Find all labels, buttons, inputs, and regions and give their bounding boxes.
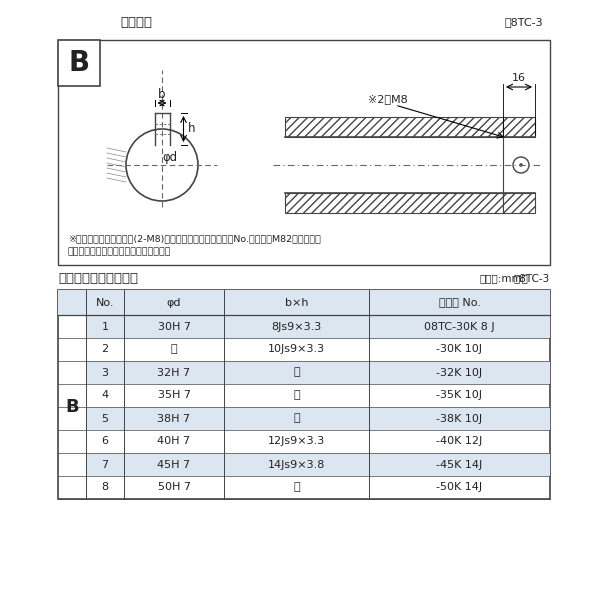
Text: -50K 14J: -50K 14J <box>436 482 482 493</box>
Text: 〃: 〃 <box>293 482 300 493</box>
Circle shape <box>519 163 523 167</box>
Bar <box>285 193 503 213</box>
Text: φd: φd <box>163 151 178 163</box>
Text: （単位:mm）: （単位:mm） <box>480 273 529 283</box>
Text: b×h: b×h <box>285 298 308 307</box>
Text: B: B <box>65 398 79 416</box>
Text: 45H 7: 45H 7 <box>157 460 191 469</box>
Text: 〃: 〃 <box>293 413 300 424</box>
Text: B: B <box>68 49 89 77</box>
Bar <box>86 407 550 430</box>
Bar <box>58 40 100 86</box>
Text: 〃: 〃 <box>170 344 178 355</box>
Text: 35H 7: 35H 7 <box>157 391 191 401</box>
Text: -35K 10J: -35K 10J <box>437 391 482 401</box>
Text: 軸穴形状: 軸穴形状 <box>120 16 152 28</box>
Text: 図8TC-3: 図8TC-3 <box>505 17 543 27</box>
Text: 7: 7 <box>101 460 109 469</box>
Text: 8Js9×3.3: 8Js9×3.3 <box>271 322 322 331</box>
Text: 16: 16 <box>512 73 526 83</box>
Text: 10Js9×3.3: 10Js9×3.3 <box>268 344 325 355</box>
Text: 30H 7: 30H 7 <box>157 322 191 331</box>
Text: 38H 7: 38H 7 <box>157 413 191 424</box>
Text: 〃: 〃 <box>293 367 300 377</box>
Text: φd: φd <box>167 298 181 307</box>
Text: h: h <box>188 122 195 136</box>
Bar <box>86 315 550 338</box>
Text: 12Js9×3.3: 12Js9×3.3 <box>268 437 325 446</box>
Text: 表8TC-3: 表8TC-3 <box>514 273 550 283</box>
Text: -45K 14J: -45K 14J <box>436 460 482 469</box>
Text: -32K 10J: -32K 10J <box>436 367 482 377</box>
Text: （セットボルトは付属されています。）: （セットボルトは付属されています。） <box>68 247 172 257</box>
Text: 50H 7: 50H 7 <box>157 482 191 493</box>
Text: ※セットボルト用タップ(2-M8)が必要な場合は右記コードNo.の末尾にM82を付ける。: ※セットボルト用タップ(2-M8)が必要な場合は右記コードNo.の末尾にM82を… <box>68 235 321 244</box>
Text: ※2－M8: ※2－M8 <box>368 94 408 104</box>
Bar <box>86 453 550 476</box>
Text: b: b <box>158 88 166 100</box>
Text: 〃: 〃 <box>293 391 300 401</box>
Bar <box>58 290 550 499</box>
Text: 8: 8 <box>101 482 109 493</box>
Text: -38K 10J: -38K 10J <box>436 413 482 424</box>
Text: 1: 1 <box>101 322 109 331</box>
Bar <box>285 117 503 137</box>
Bar <box>58 290 550 315</box>
Text: 14Js9×3.8: 14Js9×3.8 <box>268 460 325 469</box>
Text: 4: 4 <box>101 391 109 401</box>
Bar <box>503 193 535 213</box>
Text: -40K 12J: -40K 12J <box>436 437 482 446</box>
Text: 6: 6 <box>101 437 109 446</box>
Text: コード No.: コード No. <box>439 298 481 307</box>
Text: 軸穴形状コード一覧表: 軸穴形状コード一覧表 <box>58 271 138 284</box>
Bar <box>58 40 550 265</box>
Text: -30K 10J: -30K 10J <box>437 344 482 355</box>
Text: 2: 2 <box>101 344 109 355</box>
Text: No.: No. <box>96 298 114 307</box>
Text: 40H 7: 40H 7 <box>157 437 191 446</box>
Text: 5: 5 <box>101 413 109 424</box>
Bar <box>503 117 535 137</box>
Text: 3: 3 <box>101 367 109 377</box>
Text: 32H 7: 32H 7 <box>157 367 191 377</box>
Text: 08TC-30K 8 J: 08TC-30K 8 J <box>424 322 495 331</box>
Bar <box>86 361 550 384</box>
